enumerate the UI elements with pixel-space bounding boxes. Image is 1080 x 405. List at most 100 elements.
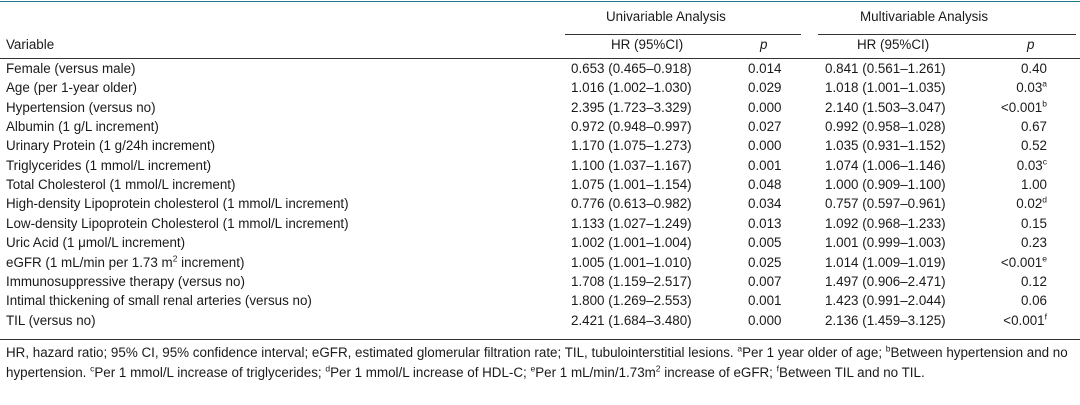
table-row: Immunosuppressive therapy (versus no) 1.7…: [0, 274, 1080, 293]
variable-text: eGFR (1 mL/min per 1.73 m: [6, 254, 173, 270]
variable-text: Triglycerides (1 mmol/L increment): [6, 157, 212, 173]
footnote-e-tail: increase of eGFR;: [660, 364, 777, 380]
multivariable-p-footnote-mark: c: [1042, 156, 1047, 167]
variable-tail: increment): [177, 254, 245, 270]
variable-cell: High-density Lipoprotein cholesterol (1 …: [6, 196, 349, 211]
multivariable-p-value: 0.67: [1020, 119, 1047, 135]
univariable-hr-cell: 1.005 (1.001–1.010): [571, 254, 692, 270]
footnote-c-text: Per 1 mmol/L increase of triglycerides;: [94, 364, 326, 380]
multivariable-p-value: 0.12: [1020, 273, 1047, 289]
univariable-p-cell: 0.048: [748, 177, 782, 193]
multivariable-hr-cell: 2.140 (1.503–3.047): [825, 99, 946, 115]
univariable-p-cell: 0.025: [748, 254, 782, 270]
variable-cell: Hypertension (versus no): [6, 100, 156, 115]
univariable-hr-header: HR (95%CI): [611, 37, 684, 52]
multivariable-group-line: [818, 34, 1076, 35]
multivariable-p-cell: 0.40: [1021, 61, 1047, 76]
univariable-p-cell: 0.034: [748, 196, 782, 212]
multivariable-hr-cell: 1.018 (1.001–1.035): [825, 80, 946, 96]
variable-text: High-density Lipoprotein cholesterol (1 …: [6, 196, 349, 212]
table-top-rule: [0, 1, 1080, 3]
univariable-p-cell: 0.000: [748, 99, 782, 115]
univariable-hr-cell: 1.800 (1.269–2.553): [571, 293, 692, 309]
multivariable-hr-cell: 0.992 (0.958–1.028): [825, 119, 946, 135]
multivariable-hr-cell: 1.014 (1.009–1.019): [825, 254, 946, 270]
variable-text: Female (versus male): [6, 61, 136, 76]
footnote-d-mark: d: [325, 363, 331, 374]
multivariable-p-cell: <0.001e: [1000, 254, 1047, 270]
variable-cell: Immunosuppressive therapy (versus no): [6, 274, 245, 289]
variable-column-header: Variable: [6, 37, 55, 52]
footnote-e-text: Per 1 mL/min/1.73m: [535, 364, 656, 380]
multivariable-p-value: 0.23: [1020, 235, 1047, 251]
variable-text: Hypertension (versus no): [6, 99, 156, 115]
univariable-p-cell: 0.000: [748, 138, 782, 154]
table-row: Total Cholesterol (1 mmol/L increment) 1.…: [0, 177, 1080, 196]
multivariable-hr-cell: 1.092 (0.968–1.233): [825, 215, 946, 231]
multivariable-p-value: 0.03: [1016, 80, 1043, 96]
multivariable-p-cell: <0.001f: [1003, 312, 1047, 328]
univariable-group-line: [565, 34, 801, 35]
multivariable-p-cell: 0.03a: [1016, 78, 1047, 96]
univariable-hr-cell: 1.002 (1.001–1.004): [571, 235, 692, 251]
variable-cell: TIL (versus no): [6, 313, 96, 328]
univariable-hr-cell: 0.972 (0.948–0.997): [571, 119, 692, 135]
variable-cell: Albumin (1 g/L increment): [6, 119, 159, 134]
footnote-f-text: Between TIL and no TIL.: [779, 364, 925, 380]
multivariable-p-cell: 0.23: [1021, 235, 1047, 250]
univariable-p-cell: 0.013: [748, 215, 782, 231]
variable-superscript: 2: [172, 253, 178, 264]
table-row: eGFR (1 mL/min per 1.73 m2 increment) 1.0…: [0, 253, 1080, 274]
footnote-a-mark: a: [737, 343, 743, 354]
variable-cell: eGFR (1 mL/min per 1.73 m2 increment): [6, 253, 245, 270]
variable-text: Albumin (1 g/L increment): [6, 119, 159, 135]
multivariable-hr-cell: 1.074 (1.006–1.146): [825, 157, 946, 173]
variable-cell: Uric Acid (1 μmol/L increment): [6, 235, 185, 250]
variable-cell: Age (per 1-year older): [6, 80, 137, 95]
footnote-e-mark: e: [530, 363, 536, 374]
multivariable-header: Multivariable Analysis: [860, 9, 989, 24]
table-row: TIL (versus no) 2.421 (1.684–3.480) 0.000 2…: [0, 312, 1080, 332]
multivariable-p-value: <0.001: [1000, 99, 1043, 115]
multivariable-p-value: 0.15: [1020, 215, 1047, 231]
multivariable-hr-cell: 0.841 (0.561–1.261): [825, 61, 946, 76]
table-row: Intimal thickening of small renal arteri…: [0, 293, 1080, 312]
table-row: Uric Acid (1 μmol/L increment) 1.002 (1.0…: [0, 235, 1080, 254]
multivariable-p-value: 1.00: [1020, 177, 1047, 193]
variable-cell: Female (versus male): [6, 61, 135, 76]
multivariable-p-value: 0.02: [1016, 196, 1043, 212]
multivariable-p-cell: 0.06: [1021, 293, 1047, 308]
multivariable-p-footnote-mark: a: [1042, 78, 1047, 89]
variable-cell: Urinary Protein (1 g/24h increment): [6, 138, 215, 153]
univariable-hr-cell: 1.170 (1.075–1.273): [571, 138, 692, 154]
multivariable-p-cell: 1.00: [1021, 177, 1047, 192]
footnote-b-mark: b: [885, 343, 891, 354]
multivariable-p-cell: 0.02d: [1016, 196, 1047, 212]
multivariable-hr-cell: 1.423 (0.991–2.044): [825, 293, 946, 309]
multivariable-p-value: <0.001: [1000, 254, 1043, 270]
univariable-hr-cell: 0.776 (0.613–0.982): [571, 196, 692, 212]
univariable-hr-cell: 1.133 (1.027–1.249): [571, 215, 692, 231]
footnote-lead: HR, hazard ratio; 95% CI, 95% confidence…: [6, 345, 738, 360]
univariable-header: Univariable Analysis: [606, 9, 726, 24]
footnote-e-unit-sup: 2: [655, 363, 661, 374]
variable-text: Uric Acid (1 μmol/L increment): [6, 235, 186, 251]
footnote-c-mark: c: [90, 363, 95, 374]
variable-text: Intimal thickening of small renal arteri…: [6, 293, 312, 309]
multivariable-hr-cell: 1.035 (0.931–1.152): [825, 138, 946, 154]
multivariable-p-value: 0.40: [1020, 61, 1047, 76]
variable-text: TIL (versus no): [6, 312, 96, 328]
footnote-d-text: Per 1 mmol/L increase of HDL-C;: [330, 364, 531, 380]
table-row: Triglycerides (1 mmol/L increment) 1.100 …: [0, 156, 1080, 177]
univariable-hr-cell: 1.708 (1.159–2.517): [571, 273, 692, 289]
multivariable-hr-header: HR (95%CI): [857, 37, 930, 52]
variable-text: Immunosuppressive therapy (versus no): [6, 273, 245, 289]
variable-text: Urinary Protein (1 g/24h increment): [6, 138, 216, 154]
univariable-hr-cell: 2.421 (1.684–3.480): [571, 312, 692, 328]
multivariable-p-cell: 0.67: [1021, 119, 1047, 134]
univariable-p-cell: 0.001: [748, 157, 782, 173]
multivariable-p-cell: 0.03c: [1017, 156, 1047, 173]
multivariable-hr-cell: 1.000 (0.909–1.100): [825, 177, 946, 193]
multivariable-p-cell: <0.001b: [1000, 99, 1047, 115]
variable-cell: Intimal thickening of small renal arteri…: [6, 293, 312, 308]
